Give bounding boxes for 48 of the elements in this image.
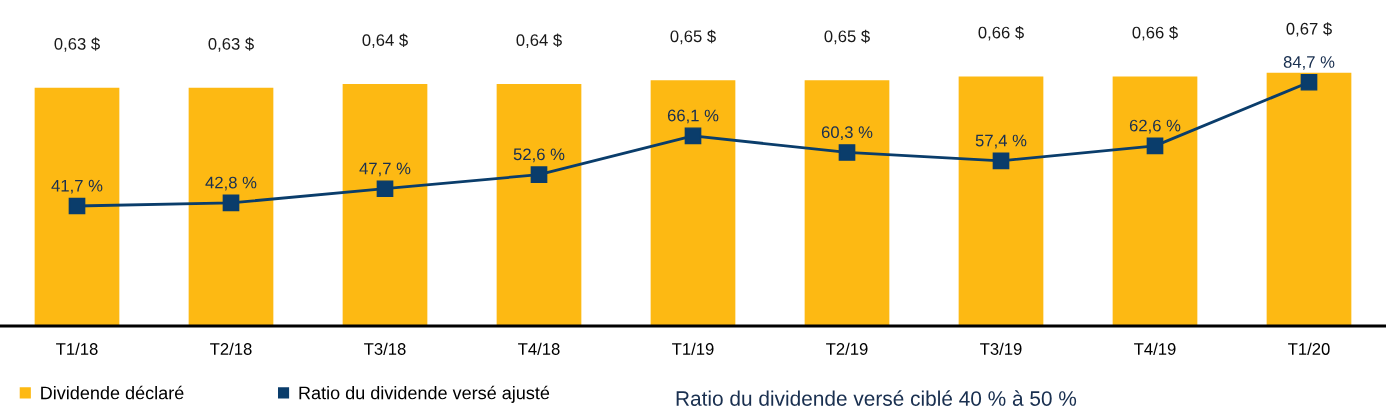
x-tick-label: T2/18 <box>210 342 252 355</box>
bar <box>650 80 736 326</box>
data-label: 62,6 % <box>1129 119 1181 134</box>
point <box>838 144 856 161</box>
data-label: 0,64 $ <box>516 33 562 48</box>
bar <box>34 87 120 326</box>
x-tick-label: T4/19 <box>1134 342 1176 355</box>
point <box>1146 137 1164 155</box>
data-label: 0,66 $ <box>978 25 1024 41</box>
point <box>1300 73 1318 91</box>
bar <box>342 84 428 326</box>
point <box>376 180 394 198</box>
data-label: 0,67 $ <box>1286 22 1332 37</box>
x-tick-label: T1/18 <box>56 342 98 355</box>
data-label: 47,7 % <box>359 162 411 177</box>
x-tick-label: T1/20 <box>1288 342 1330 355</box>
bar <box>1112 76 1198 326</box>
data-label: 60,3 % <box>821 126 873 141</box>
bar <box>188 87 274 326</box>
bar <box>804 80 890 326</box>
data-label: 0,63 $ <box>208 37 254 52</box>
point <box>68 197 86 215</box>
x-tick-label: T3/19 <box>980 342 1022 355</box>
point <box>222 194 240 212</box>
x-tick-label: T4/18 <box>518 342 560 355</box>
data-label: 0,66 $ <box>1132 25 1178 41</box>
point <box>530 166 548 183</box>
data-label: 66,1 % <box>667 109 719 124</box>
bar <box>958 76 1044 326</box>
data-label: 52,6 % <box>513 148 565 163</box>
data-label: 0,65 $ <box>670 29 716 45</box>
data-label: 0,63 $ <box>54 37 100 52</box>
data-label: 42,8 % <box>205 176 257 191</box>
legend-label: Ratio du dividende versé ajusté <box>299 385 550 403</box>
bar <box>496 84 582 326</box>
x-tick-label: T3/18 <box>364 342 406 355</box>
data-label: 0,64 $ <box>362 33 408 48</box>
point <box>684 127 702 145</box>
legend-label: Dividende déclaré <box>41 385 184 400</box>
data-label: 41,7 % <box>51 179 103 194</box>
x-tick-label: T2/19 <box>826 342 868 355</box>
text: Ratio du dividende versé ciblé 40 % à 50 % <box>676 390 1077 406</box>
x-tick-label: T1/19 <box>672 342 714 355</box>
data-label: 0,65 $ <box>824 29 870 45</box>
data-label: 57,4 % <box>975 134 1027 149</box>
point <box>992 152 1010 170</box>
bar <box>1266 72 1352 326</box>
data-label: 84,7 % <box>1283 56 1335 70</box>
